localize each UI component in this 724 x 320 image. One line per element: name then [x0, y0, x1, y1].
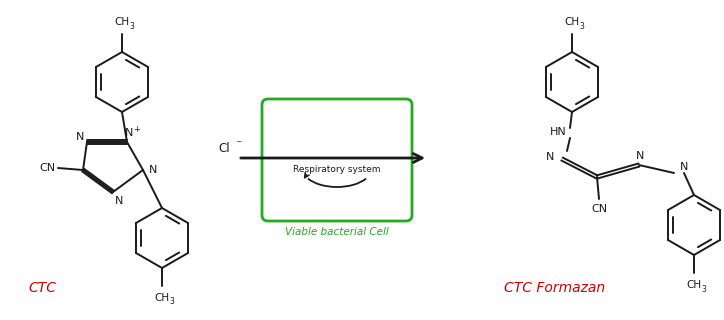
Text: CH: CH — [565, 17, 580, 27]
Text: Viable bacterial Cell: Viable bacterial Cell — [285, 227, 389, 237]
Text: ⁻: ⁻ — [235, 139, 241, 151]
Text: N: N — [636, 151, 644, 161]
Text: N: N — [680, 162, 689, 172]
Text: CTC Formazan: CTC Formazan — [505, 281, 605, 295]
Text: 3: 3 — [169, 298, 174, 307]
Text: CTC: CTC — [28, 281, 56, 295]
Text: Respiratory system: Respiratory system — [293, 165, 381, 174]
Text: N: N — [149, 165, 157, 175]
Text: 3: 3 — [130, 21, 135, 30]
Text: Cl: Cl — [218, 141, 230, 155]
Text: N: N — [76, 132, 84, 142]
Text: HN: HN — [550, 127, 566, 137]
Text: +: + — [133, 125, 140, 134]
Text: 3: 3 — [580, 21, 584, 30]
Text: 3: 3 — [702, 284, 707, 293]
Text: CH: CH — [686, 280, 702, 290]
Text: N: N — [546, 152, 554, 162]
Text: CN: CN — [39, 163, 55, 173]
Text: CH: CH — [114, 17, 130, 27]
FancyBboxPatch shape — [262, 99, 412, 221]
Text: N: N — [115, 196, 123, 206]
Text: CN: CN — [591, 204, 607, 214]
Text: CH: CH — [154, 293, 169, 303]
Text: N: N — [125, 128, 133, 138]
